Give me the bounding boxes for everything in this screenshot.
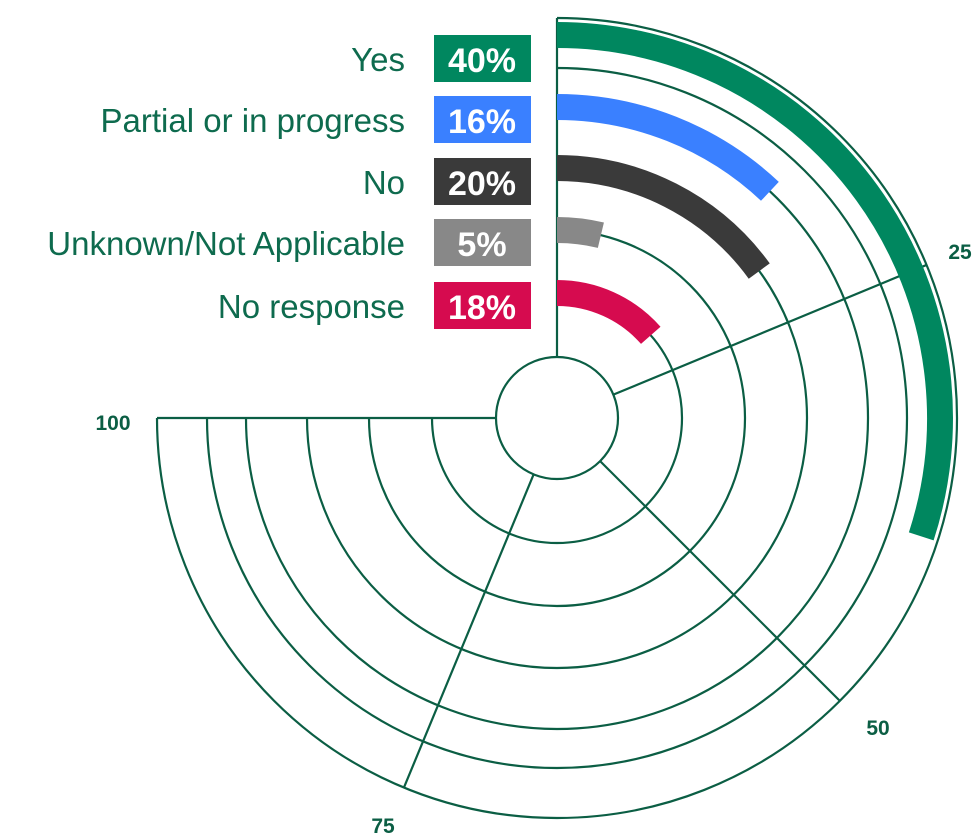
bar-3: [556, 217, 604, 248]
category-label-2: No: [363, 164, 405, 201]
value-label-0: 40%: [448, 42, 516, 80]
grid-spoke-75: [402, 473, 535, 788]
axis-tick-100: 100: [95, 412, 130, 435]
grid-hub-circle: [494, 355, 620, 481]
axis-tick-50: 50: [866, 717, 889, 740]
category-label-3: Unknown/Not Applicable: [47, 225, 405, 262]
grid-spoke-25: [612, 263, 927, 396]
value-badge-1: [434, 96, 531, 143]
category-label-4: No response: [218, 288, 405, 325]
value-label-1: 16%: [448, 103, 516, 141]
chart-labels: Yes 40% Partial or in progress 16% No 20% Unkn…: [47, 35, 531, 329]
category-label-0: Yes: [351, 41, 405, 78]
chart-bars: [556, 22, 953, 541]
value-label-3: 5%: [457, 226, 506, 264]
chart-grid: [155, 16, 959, 820]
axis-tick-75: 75: [371, 815, 395, 836]
bar-2: [556, 155, 770, 279]
chart-axis-ticks: 25 50 75 100: [95, 241, 972, 836]
value-badge-3: [434, 219, 531, 266]
value-label-2: 20%: [448, 165, 516, 203]
bar-4: [556, 280, 661, 345]
category-label-1: Partial or in progress: [101, 102, 405, 139]
bar-0: [556, 22, 953, 541]
value-badge-4: [434, 282, 531, 329]
value-badge-2: [434, 158, 531, 205]
grid-spoke-50: [599, 460, 841, 702]
axis-tick-25: 25: [948, 241, 972, 264]
value-label-4: 18%: [448, 289, 516, 327]
bar-1: [556, 94, 779, 201]
value-badge-0: [434, 35, 531, 82]
